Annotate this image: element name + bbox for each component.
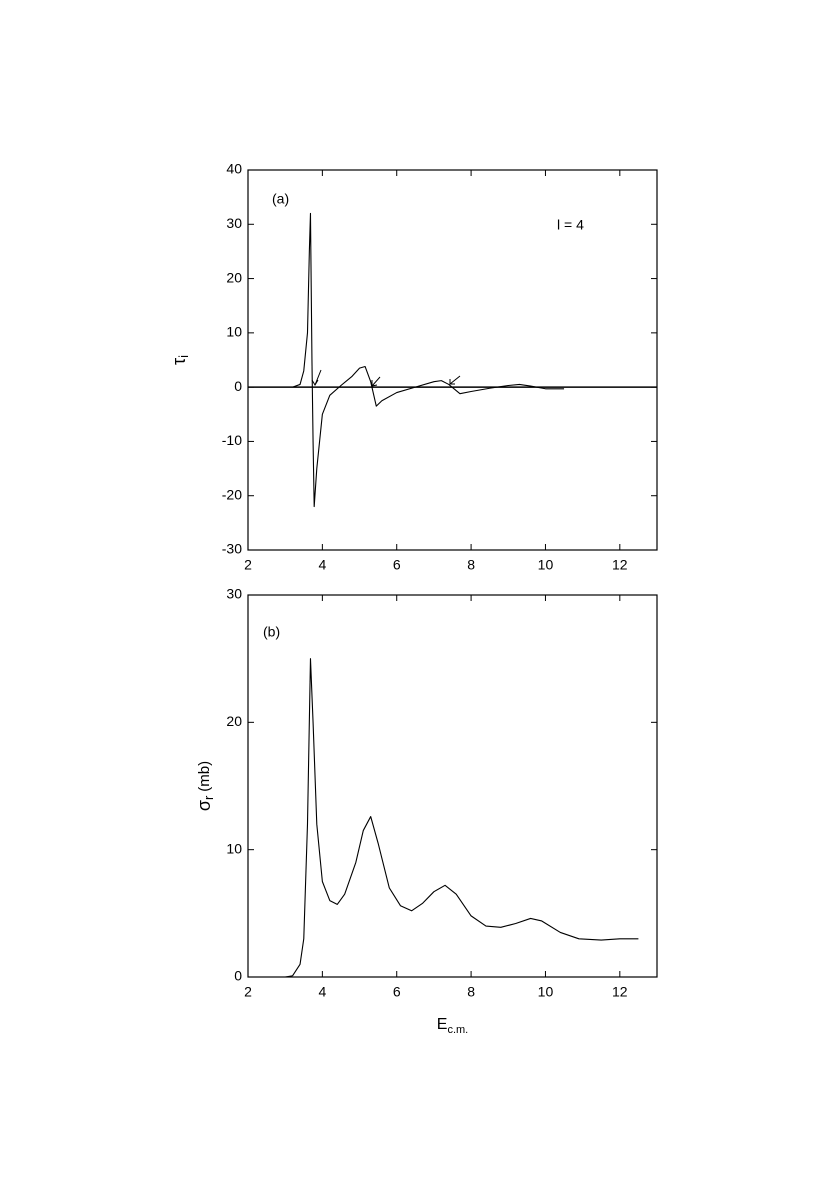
y-tick-label: 10 [226,324,242,340]
y-axis-label: τi [169,355,192,365]
x-tick-label: 12 [612,557,628,573]
y-tick-label: 20 [226,713,242,729]
x-tick-label: 2 [244,557,252,573]
arrows [311,369,461,387]
x-tick-label: 6 [393,557,401,573]
x-tick-label: 10 [538,557,554,573]
y-tick-label: -30 [222,541,242,557]
x-tick-label: 10 [538,984,554,1000]
arrow [449,375,461,385]
y-tick-label: 0 [234,968,242,984]
annotation: (a) [272,191,289,207]
y-tick-label: 20 [226,269,242,285]
y-label-subscript: r [201,795,216,800]
data-line [285,658,639,978]
x-tick-label: 6 [393,984,401,1000]
y-label-symbol: σ [194,800,214,811]
y-label-symbol: τ [169,358,189,365]
y-tick-label: 0 [234,378,242,394]
x-axis-label: Ec.m. [437,1016,468,1036]
x-tick-label: 2 [244,984,252,1000]
x-label-subscript: c.m. [447,1024,468,1036]
annotation: l = 4 [557,217,584,233]
x-tick-label: 4 [318,984,326,1000]
y-tick-label: -20 [222,486,242,502]
x-tick-label: 8 [467,984,475,1000]
y-tick-label: 30 [226,586,242,602]
arrow [311,369,322,386]
x-tick-label: 4 [318,557,326,573]
x-label-symbol: E [437,1016,448,1033]
y-axis-label: σr (mb) [194,761,217,811]
y-label-unit: (mb) [196,761,213,792]
y-tick-label: -10 [222,432,242,448]
plot-frame [247,169,658,551]
y-tick-label: 10 [226,840,242,856]
y-tick-label: 30 [226,215,242,231]
annotation: (b) [263,624,280,640]
arrow [371,376,381,387]
plot-frame [247,594,658,978]
y-label-subscript: i [176,355,191,358]
y-tick-label: 40 [226,161,242,177]
x-tick-label: 8 [467,557,475,573]
data-line [292,212,565,508]
x-tick-label: 12 [612,984,628,1000]
